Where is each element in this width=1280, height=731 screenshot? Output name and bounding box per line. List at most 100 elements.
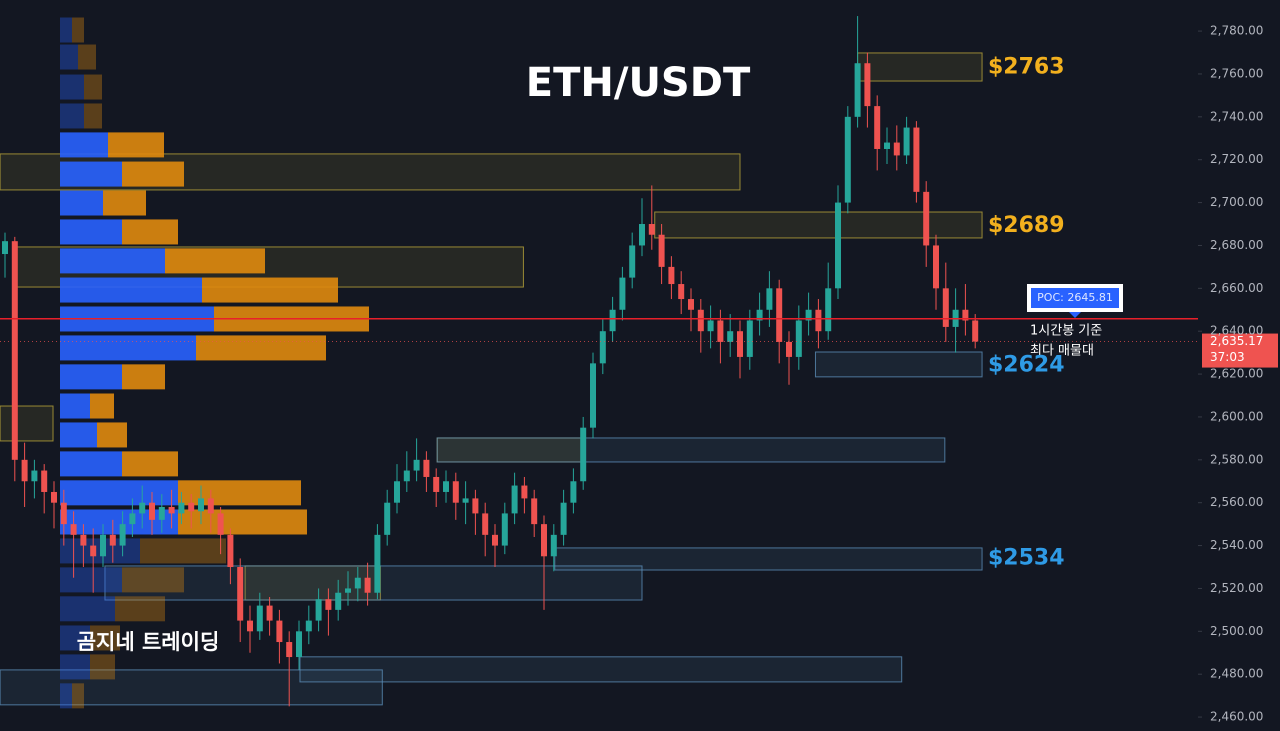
profile-buy xyxy=(60,277,202,303)
profile-sell xyxy=(122,364,165,390)
candle-body xyxy=(854,63,861,117)
candle-body xyxy=(256,605,263,632)
price-label: $2534 xyxy=(988,545,1065,570)
profile-sell xyxy=(108,132,164,158)
y-tick-label: 2,640.00 xyxy=(1210,324,1263,338)
profile-buy xyxy=(60,335,196,361)
profile-sell xyxy=(72,17,84,43)
candle-body xyxy=(609,309,616,332)
profile-buy xyxy=(60,17,72,43)
candle-body xyxy=(296,631,302,658)
candle-body xyxy=(374,534,381,593)
candle-body xyxy=(443,481,449,492)
profile-sell xyxy=(84,74,102,100)
y-tick-label: 2,560.00 xyxy=(1210,495,1263,509)
y-tick-label: 2,700.00 xyxy=(1210,195,1263,209)
profile-sell xyxy=(72,683,84,709)
candle-body xyxy=(335,592,342,610)
price-label: $2763 xyxy=(988,55,1065,80)
candle-body xyxy=(825,288,832,332)
poc-pointer xyxy=(1069,312,1081,318)
y-tick-label: 2,660.00 xyxy=(1210,281,1263,295)
candle-body xyxy=(541,524,547,557)
candle-body xyxy=(590,363,596,428)
candle-body xyxy=(70,524,77,535)
candle-body xyxy=(844,116,851,203)
candle-body xyxy=(619,277,626,310)
candle-body xyxy=(903,127,910,156)
y-tick-label: 2,620.00 xyxy=(1210,367,1263,381)
last-price-label: 2,635.17 xyxy=(1210,334,1263,348)
candle-body xyxy=(119,524,126,546)
y-tick-label: 2,780.00 xyxy=(1210,24,1263,38)
zone xyxy=(0,405,54,442)
price-label: $2689 xyxy=(988,213,1065,238)
y-tick-label: 2,580.00 xyxy=(1210,452,1263,466)
candles xyxy=(2,16,979,707)
candle-body xyxy=(2,241,8,255)
poc-label: POC: 2645.81 xyxy=(1037,291,1113,304)
last-price-box xyxy=(1202,333,1278,368)
zone xyxy=(436,437,946,463)
candle-body xyxy=(188,502,195,512)
candle-body xyxy=(923,191,930,246)
candle-body xyxy=(11,241,18,460)
candle-body xyxy=(756,309,763,321)
profile-sell xyxy=(122,219,178,245)
candle-body xyxy=(531,498,538,525)
candle-body xyxy=(227,534,234,568)
y-tick-label: 2,480.00 xyxy=(1210,667,1263,681)
candle-body xyxy=(452,481,459,503)
candle-body xyxy=(90,545,97,557)
candle-body xyxy=(384,502,391,535)
zone xyxy=(299,656,903,683)
profile-sell xyxy=(90,625,120,651)
candle-body xyxy=(60,502,67,525)
price-label: $2624 xyxy=(988,353,1065,378)
candle-body xyxy=(707,320,714,332)
candle-body xyxy=(80,534,87,546)
candle-body xyxy=(354,577,361,589)
candle-body xyxy=(315,599,322,621)
profile-sell xyxy=(178,480,301,506)
candle-body xyxy=(805,309,812,321)
candle-body xyxy=(149,502,155,520)
profile-buy xyxy=(60,567,122,593)
candle-body xyxy=(482,513,489,535)
candle-body xyxy=(109,534,116,546)
candle-body xyxy=(933,245,939,289)
y-tick-label: 2,740.00 xyxy=(1210,109,1263,123)
candle-body xyxy=(462,498,469,503)
profile-buy xyxy=(60,219,122,245)
chart-title: ETH/USDT xyxy=(526,60,751,106)
zone xyxy=(654,211,983,239)
candle-body xyxy=(501,513,508,546)
candle-body xyxy=(433,476,440,492)
candle-body xyxy=(168,506,175,514)
profile-sell xyxy=(122,567,184,593)
candle-body xyxy=(972,320,979,342)
candle-body xyxy=(403,470,410,482)
profile-sell xyxy=(196,335,326,361)
profile-sell xyxy=(78,44,96,70)
candle-body xyxy=(942,288,949,327)
poc-note: 1시간봉 기준 xyxy=(1030,324,1102,339)
candle-body xyxy=(913,127,920,192)
candle-body xyxy=(835,202,841,289)
zone xyxy=(104,565,643,601)
candle-body xyxy=(658,234,665,267)
candle-body xyxy=(737,331,743,357)
zone xyxy=(857,52,983,82)
candle-body xyxy=(31,470,38,482)
poc-note: 최다 매물대 xyxy=(1030,344,1094,359)
profile-buy xyxy=(60,364,122,390)
profile-buy xyxy=(60,103,84,129)
profile-sell xyxy=(178,509,307,535)
candle-body xyxy=(580,427,587,482)
candle-body xyxy=(394,481,400,503)
profile-buy xyxy=(60,596,115,622)
candle-body xyxy=(286,642,293,658)
y-tick-label: 2,500.00 xyxy=(1210,624,1263,638)
candle-body xyxy=(100,534,106,557)
